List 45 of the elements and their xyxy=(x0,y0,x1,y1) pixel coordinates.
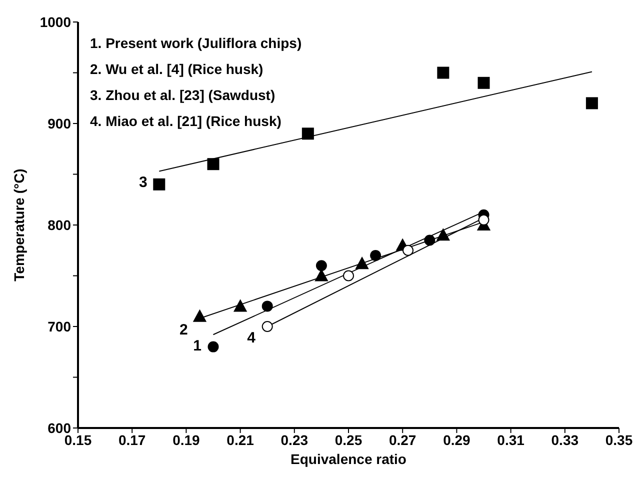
point xyxy=(586,97,598,110)
point xyxy=(478,214,490,226)
annotation: 2 xyxy=(180,321,188,338)
annotation: 3 xyxy=(138,174,148,192)
y-tick-label: 1000 xyxy=(40,14,72,30)
x-tick-label: 0.27 xyxy=(388,432,416,448)
x-tick-label: 0.35 xyxy=(605,432,633,448)
y-tick-label: 900 xyxy=(48,115,72,132)
x-tick-label: 0.21 xyxy=(226,432,254,448)
y-axis-title: Temperature (°C) xyxy=(11,168,27,282)
point xyxy=(424,234,436,246)
annotation: 4. Miao et al. [21] (Rice husk) xyxy=(90,112,282,131)
x-tick-label: 0.23 xyxy=(280,432,308,448)
x-tick-label: 0.33 xyxy=(551,432,579,448)
annotation: 2. Wu et al. [4] (Rice husk) xyxy=(90,60,264,79)
point xyxy=(343,270,354,282)
point xyxy=(316,260,327,272)
point xyxy=(370,250,382,261)
y-tick-label: 700 xyxy=(48,318,72,334)
point xyxy=(234,300,247,312)
point xyxy=(208,341,219,352)
x-axis-title: Equivalence ratio xyxy=(290,451,406,467)
x-tick-label: 0.25 xyxy=(334,432,362,448)
point xyxy=(262,321,273,332)
point xyxy=(153,178,166,190)
annotation: 4 xyxy=(247,329,256,346)
annotation: 3. Zhou et al. [23] (Sawdust) xyxy=(90,86,276,105)
y-tick-label: 800 xyxy=(48,216,72,233)
annotation: 1 xyxy=(193,338,202,355)
point xyxy=(262,300,273,312)
point xyxy=(356,257,369,270)
x-tick-label: 0.31 xyxy=(497,432,525,448)
y-tick-label: 600 xyxy=(48,420,72,436)
annotation: 1. Present work (Juliflora chips) xyxy=(90,34,302,53)
point xyxy=(402,244,414,256)
point xyxy=(207,158,220,170)
point xyxy=(478,76,490,89)
x-tick-label: 0.19 xyxy=(172,432,200,448)
point xyxy=(302,128,314,140)
point xyxy=(436,228,450,241)
point xyxy=(314,269,328,282)
x-tick-label: 0.17 xyxy=(118,432,146,448)
point xyxy=(193,310,206,322)
point xyxy=(437,66,450,79)
x-tick-label: 0.29 xyxy=(443,432,471,448)
